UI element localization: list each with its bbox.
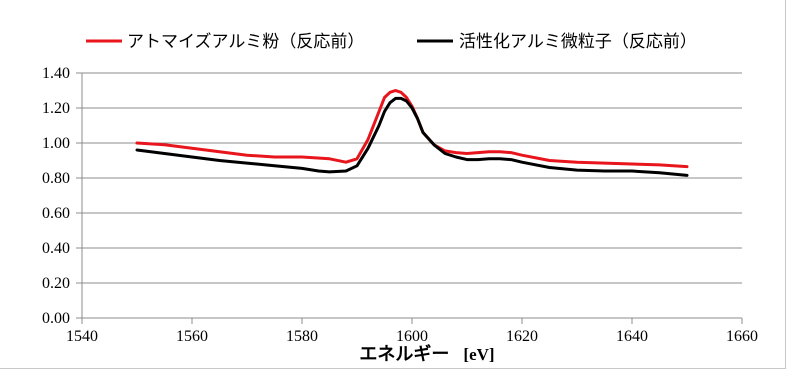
y-tick-label: 0.60 [42, 205, 70, 222]
x-tick-label: 1560 [176, 328, 208, 345]
x-axis-label-text: エネルギー [359, 344, 449, 365]
y-tick-label: 0.80 [42, 170, 70, 187]
y-tick-label: 1.20 [42, 100, 70, 117]
y-tick-label: 1.00 [42, 135, 70, 152]
legend: アトマイズアルミ粉（反応前） 活性化アルミ微粒子（反応前） [86, 32, 697, 52]
y-tick-label: 0.40 [42, 240, 70, 257]
y-tick-label: 0.00 [42, 310, 70, 327]
y-tick-label: 1.40 [42, 65, 70, 82]
legend-label-atomized: アトマイズアルミ粉（反応前） [127, 32, 364, 52]
series-line-activated [135, 96, 689, 177]
x-tick-label: 1660 [726, 328, 758, 345]
x-axis-label: エネルギー [eV] [359, 344, 494, 365]
x-tick-label: 1600 [396, 328, 428, 345]
y-tick-label: 0.20 [42, 275, 70, 292]
x-tick-label: 1540 [66, 328, 98, 345]
series-line-atomized [135, 89, 689, 169]
y-tick-labels: 0.00 0.20 0.40 0.60 0.80 1.00 1.20 1.40 [42, 65, 70, 327]
x-tick-label: 1580 [286, 328, 318, 345]
x-tick-label: 1640 [616, 328, 648, 345]
legend-label-activated: 活性化アルミ微粒子（反応前） [459, 32, 697, 52]
x-tick-label: 1620 [506, 328, 538, 345]
x-tick-labels: 1540 1560 1580 1600 1620 1640 1660 [66, 328, 758, 345]
series-lines [135, 89, 689, 177]
axes [76, 72, 743, 324]
x-axis-unit: [eV] [463, 345, 494, 364]
